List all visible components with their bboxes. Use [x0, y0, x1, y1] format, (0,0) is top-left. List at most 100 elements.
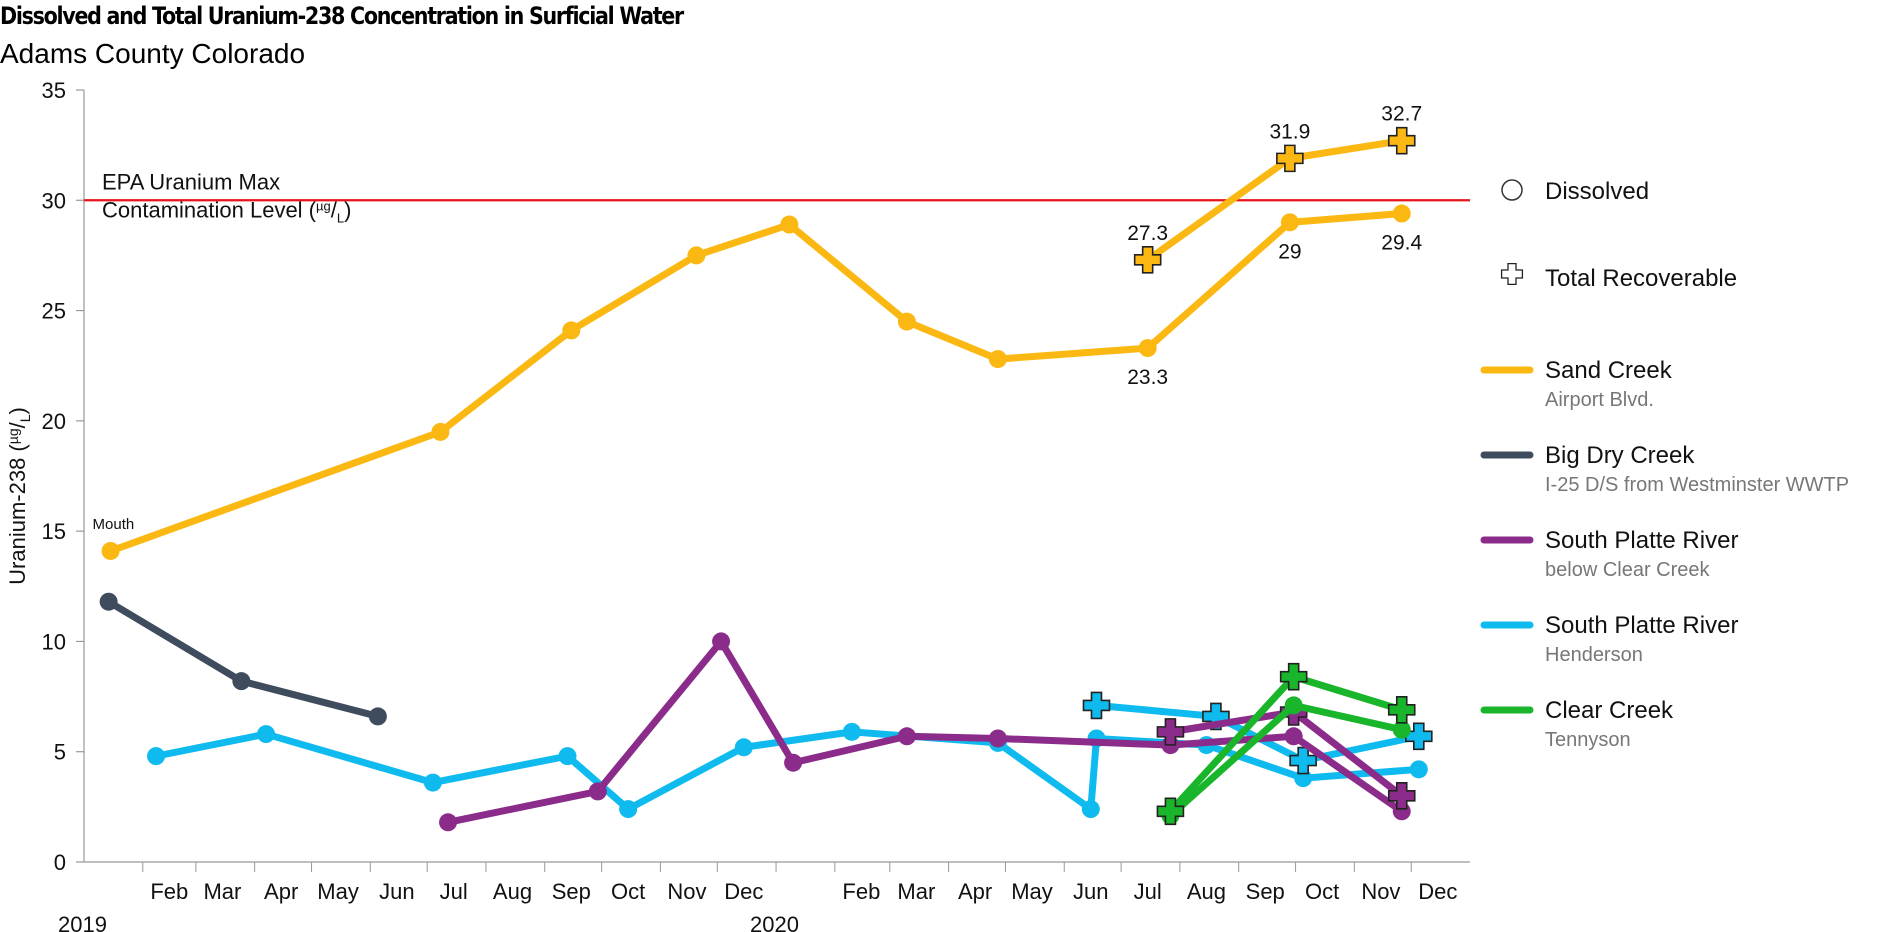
- point-dissolved-south-platte-river-henderson: [1081, 800, 1100, 819]
- point-total-clear-creek-tennyson: [1387, 696, 1416, 724]
- reference-line-group: EPA Uranium Max Contamination Level (µg/L…: [84, 169, 1470, 225]
- point-total-clear-creek-tennyson: [1279, 662, 1308, 691]
- data-label-total: 27.3: [1127, 222, 1168, 245]
- data-labels: Mouth 23.3 29 29.4 27.3 31.9 32.7: [93, 103, 1423, 533]
- point-dissolved-sand-creek-airport-blvd-: [431, 422, 450, 441]
- point-dissolved-sand-creek-airport-blvd-: [687, 246, 706, 265]
- legend-series-sub: I-25 D/S from Westminster WWTP: [1545, 474, 1849, 496]
- y-axis-title: Uranium-238 (µg/L): [5, 407, 33, 585]
- y-tick-label: 35: [42, 78, 66, 103]
- point-dissolved-south-platte-river-below-clear-creek: [1284, 727, 1303, 746]
- chart-subtitle: Adams County Colorado: [0, 38, 306, 69]
- legend-series-sub: Henderson: [1545, 644, 1643, 666]
- x-tick-label: Aug: [493, 879, 532, 904]
- point-dissolved-south-platte-river-henderson: [619, 800, 638, 819]
- point-total-south-platte-river-below-clear-creek: [1387, 782, 1416, 810]
- x-tick-label: Oct: [1305, 879, 1339, 904]
- point-dissolved-south-platte-river-below-clear-creek: [588, 782, 607, 801]
- point-dissolved-south-platte-river-henderson: [842, 722, 861, 741]
- x-tick-label: Apr: [264, 879, 298, 904]
- y-tick-label: 30: [42, 188, 66, 213]
- legend-series-name: Clear Creek: [1545, 697, 1674, 724]
- point-dissolved-south-platte-river-below-clear-creek: [988, 729, 1007, 748]
- y-tick-label: 25: [42, 299, 66, 324]
- legend-dissolved-label: Dissolved: [1545, 178, 1649, 205]
- x-tick-label: Nov: [1361, 879, 1400, 904]
- point-dissolved-sand-creek-airport-blvd-: [1138, 339, 1157, 358]
- point-total-south-platte-river-below-clear-creek: [1156, 718, 1185, 746]
- x-tick-label: Feb: [842, 879, 880, 904]
- point-dissolved-south-platte-river-henderson: [734, 738, 753, 757]
- legend-series-name: South Platte River: [1545, 527, 1738, 554]
- point-dissolved-big-dry-creek-i-25-d-s-from-westminster-wwtp: [232, 672, 251, 691]
- point-dissolved-south-platte-river-below-clear-creek: [439, 813, 458, 832]
- legend-total-label: Total Recoverable: [1545, 265, 1737, 292]
- legend: Dissolved Total Recoverable Sand Creek Airp…: [1480, 178, 1849, 751]
- point-dissolved-sand-creek-airport-blvd-: [780, 215, 799, 234]
- x-tick-label: Nov: [667, 879, 706, 904]
- chart-axes: 0 5 10 15 20 25 30 35 Feb Mar Apr May Jun Jul Aug Sep Oc…: [5, 78, 1470, 932]
- y-tick-label: 20: [42, 409, 66, 434]
- epa-label-line2: Contamination Level (µg/L): [102, 197, 351, 225]
- point-total-sand-creek-airport-blvd-: [1133, 246, 1162, 274]
- data-label-dissolved: 23.3: [1127, 366, 1168, 389]
- x-tick-label: Oct: [611, 879, 645, 904]
- x-tick-label: May: [1011, 879, 1053, 904]
- x-tick-label: Jul: [1134, 879, 1162, 904]
- point-total-sand-creek-airport-blvd-: [1387, 126, 1416, 155]
- y-tick-label: 5: [54, 740, 66, 765]
- x-tick-label: Mar: [897, 879, 935, 904]
- legend-series-name: Sand Creek: [1545, 357, 1673, 384]
- y-tick-label: 0: [54, 850, 66, 875]
- legend-series-name: Big Dry Creek: [1545, 442, 1695, 469]
- x-year-label: 2019: [58, 912, 107, 932]
- x-tick-label: Jun: [379, 879, 414, 904]
- legend-dissolved-marker: [1501, 179, 1523, 201]
- x-tick-label: Jul: [440, 879, 468, 904]
- point-dissolved-sand-creek-airport-blvd-: [1280, 213, 1299, 232]
- point-dissolved-south-platte-river-henderson: [257, 725, 276, 744]
- x-tick-label: Apr: [958, 879, 992, 904]
- point-dissolved-south-platte-river-below-clear-creek: [784, 753, 803, 772]
- point-dissolved-sand-creek-airport-blvd-: [988, 350, 1007, 369]
- point-dissolved-south-platte-river-below-clear-creek: [897, 727, 916, 746]
- x-tick-label: Aug: [1187, 879, 1226, 904]
- data-label-total: 31.9: [1269, 120, 1310, 143]
- legend-series-name: South Platte River: [1545, 612, 1738, 639]
- y-tick-label: 10: [42, 629, 66, 654]
- data-label-dissolved: 29.4: [1381, 232, 1422, 255]
- data-label-total: 32.7: [1381, 103, 1422, 126]
- legend-series-sub: Tennyson: [1545, 729, 1631, 751]
- legend-series-sub: below Clear Creek: [1545, 559, 1711, 581]
- point-total-south-platte-river-henderson: [1082, 691, 1111, 720]
- x-tick-label: May: [317, 879, 359, 904]
- chart-title: Dissolved and Total Uranium-238 Concentr…: [0, 2, 684, 30]
- point-dissolved-sand-creek-airport-blvd-: [101, 541, 120, 560]
- epa-label-line1: EPA Uranium Max: [102, 169, 280, 194]
- point-dissolved-south-platte-river-henderson: [558, 747, 577, 766]
- x-tick-label: Dec: [724, 879, 763, 904]
- series-line-dissolved-big-dry-creek-i-25-d-s-from-westminster-wwtp: [105, 598, 382, 720]
- annotation-mouth: Mouth: [93, 516, 135, 533]
- x-tick-label: Dec: [1418, 879, 1457, 904]
- point-dissolved-clear-creek-tennyson: [1284, 696, 1303, 715]
- point-dissolved-south-platte-river-henderson: [147, 747, 166, 766]
- point-total-south-platte-river-henderson: [1289, 746, 1317, 775]
- data-label-dissolved: 29: [1278, 240, 1301, 263]
- plot-area: [99, 126, 1433, 832]
- point-dissolved-south-platte-river-henderson: [423, 773, 442, 792]
- x-tick-label: Feb: [150, 879, 188, 904]
- x-tick-label: Sep: [552, 879, 591, 904]
- series-line-dissolved-sand-creek-airport-blvd-: [107, 210, 1406, 555]
- point-total-clear-creek-tennyson: [1156, 797, 1185, 826]
- legend-series-sub: Airport Blvd.: [1545, 389, 1654, 411]
- point-dissolved-south-platte-river-below-clear-creek: [712, 632, 731, 651]
- x-year-label: 2020: [750, 912, 799, 932]
- x-tick-label: Jun: [1073, 879, 1108, 904]
- point-dissolved-clear-creek-tennyson: [1392, 720, 1411, 739]
- point-total-sand-creek-airport-blvd-: [1276, 144, 1304, 173]
- legend-total-marker: [1500, 262, 1524, 286]
- y-tick-label: 15: [42, 519, 66, 544]
- point-total-south-platte-river-henderson: [1202, 702, 1230, 731]
